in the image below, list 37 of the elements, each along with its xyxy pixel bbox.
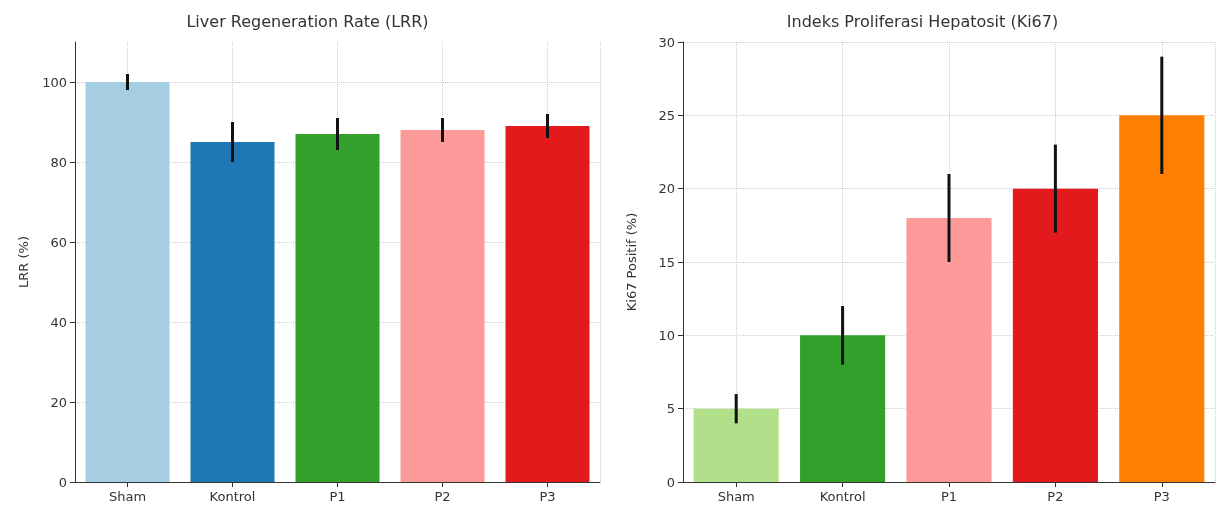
x-tick-label: P3 (539, 489, 556, 504)
x-tick-label: Kontrol (209, 489, 256, 504)
bar (295, 134, 380, 482)
x-tick-label: P3 (1153, 489, 1170, 504)
y-tick-label: 20 (50, 394, 67, 410)
y-tick-label: 100 (42, 74, 67, 90)
y-tick-label: 30 (658, 34, 675, 50)
y-axis-title: LRR (%) (16, 236, 31, 288)
y-tick-label: 20 (658, 181, 675, 197)
x-tick-label: Sham (108, 489, 147, 504)
bar (190, 142, 275, 482)
y-axis-title: Ki67 Positif (%) (624, 212, 639, 312)
bar (85, 82, 170, 482)
y-tick-label: 40 (50, 314, 67, 330)
y-tick-label: 10 (658, 327, 675, 343)
x-tick-label: P1 (940, 489, 958, 504)
chart-title: Indeks Proliferasi Hepatosit (Ki67) (786, 11, 1059, 31)
bar (1119, 115, 1205, 482)
y-tick-label: 0 (58, 474, 67, 490)
y-tick-label: 0 (666, 474, 675, 490)
bar (906, 218, 992, 482)
x-tick-label: P2 (434, 489, 451, 504)
x-tick-label: P2 (1047, 489, 1064, 504)
x-tick-label: P1 (329, 489, 346, 504)
bar (505, 126, 590, 482)
x-tick-label: Sham (717, 489, 755, 504)
x-tick-label: Kontrol (819, 489, 866, 504)
y-tick-label: 15 (658, 254, 675, 270)
y-tick-label: 5 (666, 401, 675, 417)
bar (800, 335, 886, 482)
y-tick-label: 60 (50, 234, 67, 250)
y-tick-label: 25 (658, 107, 675, 123)
bar (1012, 188, 1098, 482)
bar (693, 408, 779, 482)
y-tick-label: 80 (50, 154, 67, 170)
chart-title: Liver Regeneration Rate (LRR) (186, 11, 429, 31)
bar (400, 130, 485, 482)
